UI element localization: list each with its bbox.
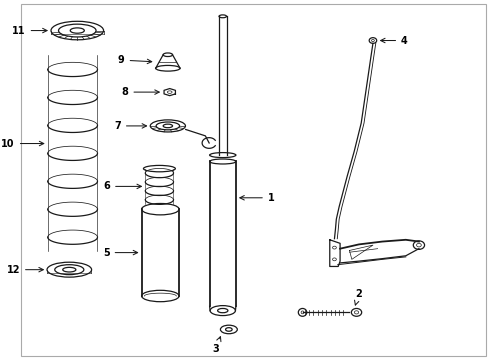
Text: 5: 5 bbox=[103, 248, 138, 258]
Text: 11: 11 bbox=[12, 26, 47, 36]
Text: 9: 9 bbox=[118, 55, 152, 65]
Text: 7: 7 bbox=[114, 121, 147, 131]
Text: 8: 8 bbox=[122, 87, 159, 97]
Text: 2: 2 bbox=[355, 289, 362, 305]
Text: 4: 4 bbox=[381, 36, 408, 45]
Text: 6: 6 bbox=[103, 181, 142, 192]
Text: 3: 3 bbox=[212, 337, 221, 354]
Text: 10: 10 bbox=[1, 139, 44, 149]
Text: 1: 1 bbox=[240, 193, 274, 203]
Text: 12: 12 bbox=[6, 265, 43, 275]
